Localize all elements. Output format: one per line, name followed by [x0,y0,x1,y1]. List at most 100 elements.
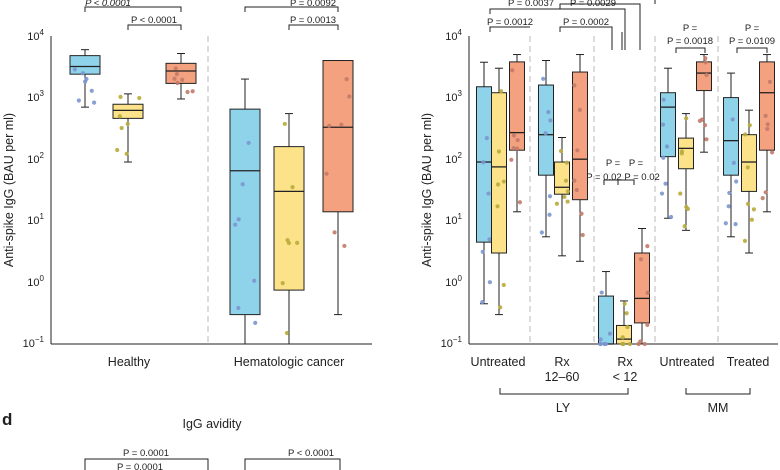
right-cat3-box-0-point [661,155,666,160]
right-cat2-box-0-point [602,341,607,347]
right-cat4-box-0-point [734,179,739,184]
right-cat2-box-0-point [607,331,613,336]
right-cat0-box-1-point [501,179,506,184]
right-cat0-box-2-point [511,133,517,138]
left-healthy-box-2-point [190,89,195,94]
right-cat3-box-1-point [684,116,689,121]
panel-d-bracket-1 [84,458,209,470]
right-cat4-box-1-point [749,217,754,222]
right-cat1-box-1-box [554,161,570,195]
panel-d-pvalue-2: P < 0.0001 [288,448,334,459]
mm-group-bracket [685,388,751,395]
right-cat3-box-0-point [661,97,666,102]
right-cat4-box-1-point [751,207,756,212]
right-pvalue-4: P = 0.0002 [563,17,609,28]
left-hematologic-box-1-box [273,146,305,291]
right-cat2-box-0-box [598,295,614,345]
right-cat0-box-1-point [496,149,502,154]
right-cat4-box-0-box [723,97,739,176]
left-healthy-box-1-point [117,114,122,119]
right-pvalue-mid-2: P = 0.02 [624,172,659,183]
right-cat2-box-2-point [642,341,647,347]
right-cat1-box-1-point [558,148,564,154]
right-cat0-box-2-box [509,61,525,151]
right-cat3-box-2-point [699,117,705,122]
right-category-treated: Treated [727,355,770,369]
right-cat4-box-2-point [769,150,775,155]
right-cat2-box-2-point [645,322,650,327]
right-cat1-box-1-point [565,189,570,194]
right-pvalue-2: P = 0.0029 [570,0,616,9]
right-cat0-box-2-point [517,200,522,205]
left-hematologic-box-2-box [322,60,354,213]
right-cat1-box-1-point [562,194,567,200]
panel-d-bracket-2 [244,458,341,470]
right-cat0-box-0-point [487,280,492,285]
right-cat3-box-0-point [668,214,674,220]
right-cat2-box-1-point [620,335,625,340]
right-cat1-box-0-box [538,84,554,176]
left-hematologic-box-1-point [280,281,285,286]
right-ytick-1e0: 100 [445,274,462,289]
right-cat4-box-2-point [765,126,770,131]
left-pvalue-brackets [84,6,339,30]
left-ytick-1e0: 100 [27,274,44,289]
right-pvalue-mid-values: P = 0.02 P = 0.02 [586,172,660,183]
left-ytick-1e3: 103 [27,89,44,104]
right-cat0-box-0-point [480,249,485,254]
right-category-untreated-ly: Untreated [471,355,526,369]
left-healthy-box-1-point [119,125,124,131]
left-hematologic-box-2-point [339,122,344,127]
left-healthy-box-2-point [174,71,180,77]
right-pvalue-mid-1-label: P = [606,158,621,169]
right-cat2-box-1-point [620,341,625,347]
right-pvalue-mid-1: P = 0.02 [586,172,621,183]
right-cat4-box-0-point [731,160,736,165]
left-hematologic-box-0-point [236,305,241,311]
right-cat4-box-1-point [742,238,748,243]
right-cat4-box-0-point [730,117,735,122]
left-pvalue-2: P < 0.0001 [131,15,177,26]
right-cat2-box-1-point [622,301,627,306]
right-cat3-box-1-point [679,149,685,154]
panel-d-pvalue-hidden: P = 0.0001 [117,462,163,470]
right-pvalue-mm-2-label: P = [745,23,760,34]
right-cat4-box-2-box [759,61,775,151]
right-cat0-box-0-point [484,136,489,141]
right-cat3-box-2-point [703,56,708,61]
panel-d-title: IgG avidity [182,417,242,431]
right-cat4-box-0-point [723,221,728,226]
left-hematologic-box-2-point [324,171,329,176]
left-hematologic-box-0-point [246,140,251,146]
right-cat2-box-2-point [645,290,650,295]
right-cat2-box-0-point [598,337,603,342]
right-pvalue-mm-2: P = 0.0109 [729,36,775,47]
left-y-label: Anti-spike IgG (BAU per ml) [2,113,16,267]
right-cat1-box-2-box [572,71,588,201]
left-pvalue-4: P = 0.0013 [290,15,336,26]
left-healthy-box-1-point [125,121,130,126]
right-cat1-box-2-point [574,187,579,193]
left-hematologic-box-0-point [253,320,258,326]
right-cat4-box-1-point [745,165,750,170]
right-cat3-box-1-point [682,224,687,229]
left-hematologic-box-1-point [285,238,290,243]
right-cat3-box-0-point [664,144,670,149]
panel-d-letter: d [2,410,12,429]
left-healthy-box-2-point [173,66,178,71]
right-pvalue-mm-1: P = 0.0018 [667,36,713,47]
right-cat2-box-1-point [624,311,629,316]
right-cat0-box-1-point [498,305,503,310]
right-cat3-box-1-point [678,191,683,196]
right-pvalue-brackets [489,0,768,185]
right-cat4-box-1-point [747,123,752,128]
right-cat0-box-1-point [495,182,501,187]
right-cat2-box-2-point [638,339,643,344]
left-healthy-box-2-point [172,76,177,81]
right-ytick-1e4: 104 [445,28,462,43]
left-healthy-box-2-point [175,80,180,86]
right-pvalue-1: P = 0.0037 [508,0,554,9]
panel-d-pvalue-1: P = 0.0001 [123,448,169,459]
left-ytick-1e1: 101 [27,212,44,227]
right-cat2-box-2-box [634,252,650,324]
